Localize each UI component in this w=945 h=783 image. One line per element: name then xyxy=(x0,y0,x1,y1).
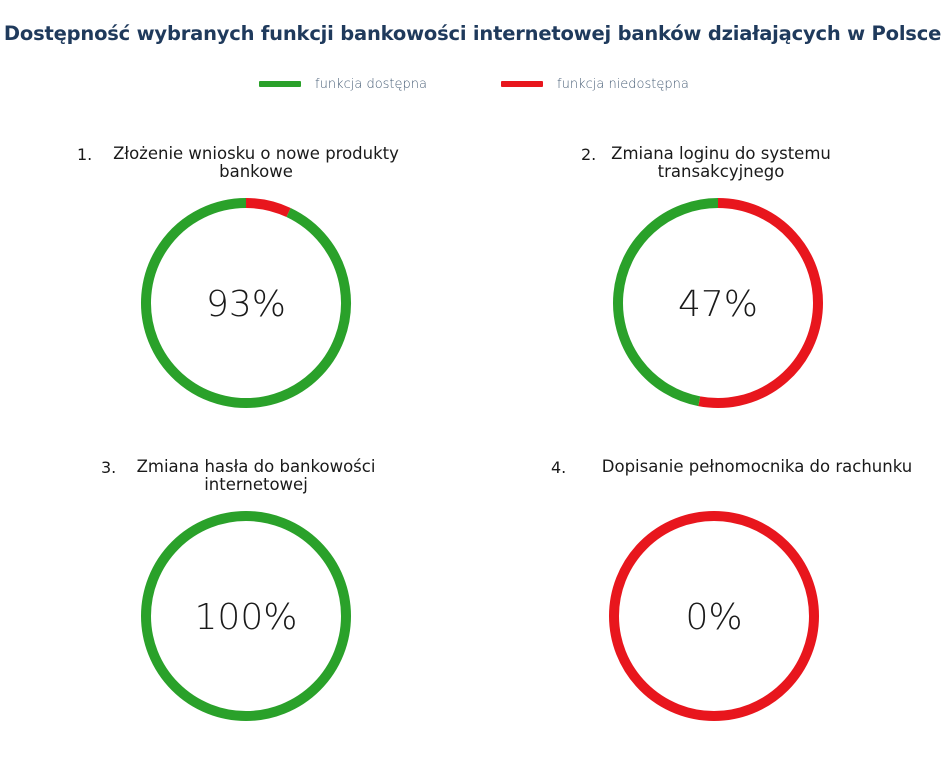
panel-title: Zmiana hasła do bankowości internetowej xyxy=(0,458,472,494)
slice-unavailable xyxy=(245,198,291,218)
chart-title: Dostępność wybranych funkcji bankowości … xyxy=(3,22,942,45)
slice-available xyxy=(141,198,351,408)
panel-number: 3. xyxy=(101,458,117,477)
legend: funkcja dostępna funkcja niedostępna xyxy=(0,74,945,94)
legend-item-unavailable: funkcja niedostępna xyxy=(501,74,689,94)
legend-label-unavailable: funkcja niedostępna xyxy=(557,76,689,92)
panel-title: Dopisanie pełnomocnika do rachunku xyxy=(473,458,945,476)
donut-chart: 100% xyxy=(141,511,351,721)
donut-chart: 47% xyxy=(613,198,823,408)
donut-panel-3: 3. Zmiana hasła do bankowości internetow… xyxy=(0,453,472,783)
slice-available xyxy=(141,511,351,721)
legend-swatch-available xyxy=(259,81,301,87)
donut-chart: 0% xyxy=(609,511,819,721)
panel-title-line: internetowej xyxy=(204,475,308,494)
slice-unavailable xyxy=(698,198,823,408)
slice-available xyxy=(613,198,719,407)
panel-title-line: transakcyjnego xyxy=(657,162,785,181)
donut-value-label: 93% xyxy=(206,284,286,325)
donut-value-label: 47% xyxy=(678,284,758,325)
panel-title-line: Złożenie wniosku o nowe produkty xyxy=(113,144,399,163)
donut-panel-2: 2. Zmiana loginu do systemu transakcyjne… xyxy=(473,140,945,470)
legend-swatch-unavailable xyxy=(501,81,543,87)
donut-panel-1: 1. Złożenie wniosku o nowe produkty bank… xyxy=(0,140,472,470)
panel-title: Złożenie wniosku o nowe produkty bankowe xyxy=(0,145,472,181)
panel-number: 4. xyxy=(551,458,567,477)
panel-title-line: bankowe xyxy=(219,162,293,181)
panel-title-line: Zmiana loginu do systemu xyxy=(611,144,831,163)
panel-title-line: Dopisanie pełnomocnika do rachunku xyxy=(601,457,913,476)
panel-title: Zmiana loginu do systemu transakcyjnego xyxy=(473,145,945,181)
panel-title-line: Zmiana hasła do bankowości xyxy=(136,457,376,476)
legend-label-available: funkcja dostępna xyxy=(315,76,427,92)
donut-value-label: 0% xyxy=(685,597,742,638)
donut-panel-4: 4. Dopisanie pełnomocnika do rachunku 0% xyxy=(473,453,945,783)
slice-unavailable xyxy=(609,511,819,721)
donut-chart: 93% xyxy=(141,198,351,408)
donut-value-label: 100% xyxy=(195,597,298,638)
panel-number: 2. xyxy=(581,145,597,164)
legend-item-available: funkcja dostępna xyxy=(259,74,427,94)
panel-number: 1. xyxy=(77,145,93,164)
